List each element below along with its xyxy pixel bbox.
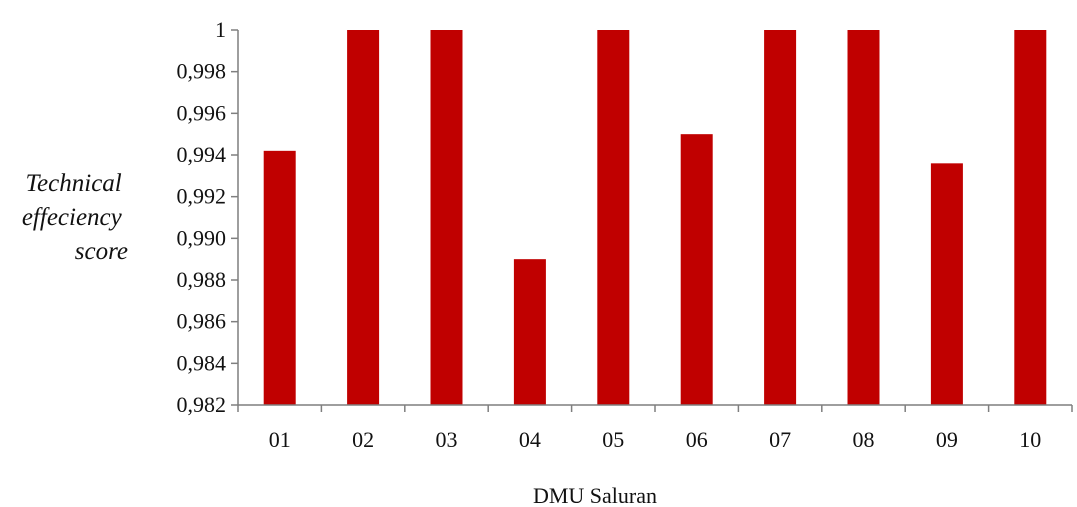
y-tick-label: 0,992	[177, 184, 227, 209]
x-tick-label: 01	[269, 427, 291, 452]
bar-08	[847, 30, 880, 405]
bar-02	[347, 30, 380, 405]
bar-03	[430, 30, 463, 405]
bar-06	[680, 134, 713, 406]
y-tick-label: 0,998	[177, 59, 227, 84]
x-tick-label: 08	[853, 427, 875, 452]
y-axis-label-line-1: Technical	[25, 170, 121, 197]
x-tick-label: 07	[769, 427, 791, 452]
y-axis-label-line-3: score	[75, 238, 128, 265]
bars-group	[263, 30, 1047, 406]
x-tick-label: 09	[936, 427, 958, 452]
x-axis-label: DMU Saluran	[533, 483, 657, 507]
y-tick-label: 0,984	[177, 350, 227, 375]
bar-01	[263, 150, 296, 405]
bar-05	[597, 30, 630, 405]
y-tick-label: 0,986	[177, 309, 227, 334]
x-ticks-group: 01 02 03 04 05 06 07 08 09 10	[237, 405, 1073, 452]
bar-04	[513, 259, 546, 405]
bar-10	[1014, 30, 1047, 405]
y-tick-label: 0,990	[177, 225, 227, 250]
y-tick-label: 0,988	[177, 267, 227, 292]
y-axis-label: Technical effeciency score	[22, 170, 128, 265]
y-axis-label-line-2: effeciency	[22, 204, 123, 231]
y-tick-label: 0,994	[177, 142, 227, 167]
x-tick-label: 06	[686, 427, 708, 452]
x-tick-label: 02	[352, 427, 374, 452]
y-ticks-group: 0,982 0,984 0,986 0,988 0,990 0,992 0,994 0,996…	[177, 17, 238, 417]
y-tick-label: 1	[215, 17, 226, 42]
x-tick-label: 05	[602, 427, 624, 452]
x-tick-label: 03	[436, 427, 458, 452]
x-tick-label: 10	[1019, 427, 1041, 452]
bar-07	[764, 30, 797, 405]
y-tick-label: 0,982	[177, 392, 227, 417]
x-tick-label: 04	[519, 427, 541, 452]
bar-09	[930, 163, 963, 405]
y-tick-label: 0,996	[177, 100, 227, 125]
